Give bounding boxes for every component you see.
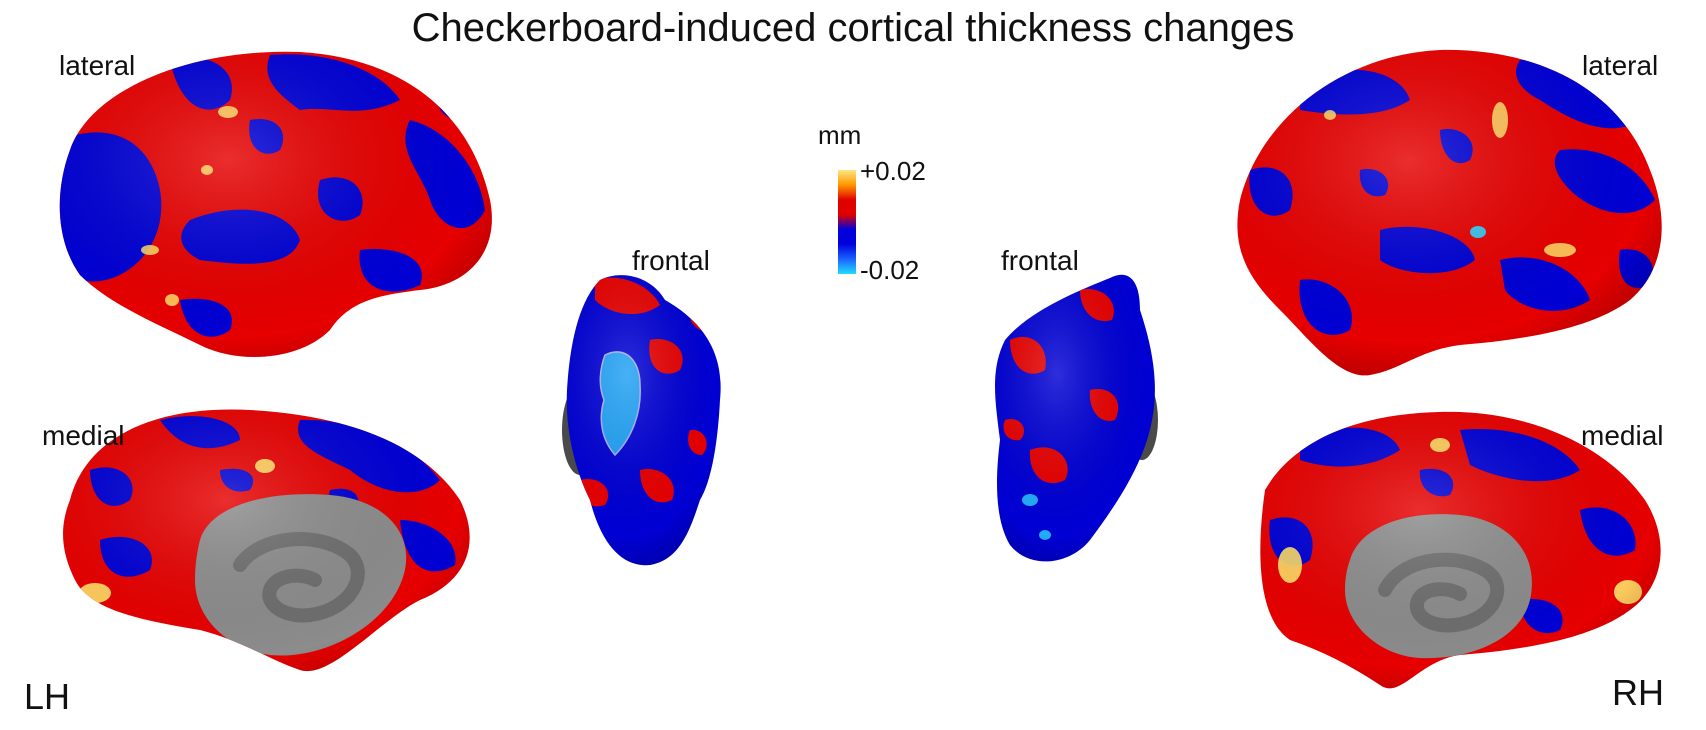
right-frontal-label: frontal <box>1001 245 1079 276</box>
left-frontal-label: frontal <box>632 245 710 276</box>
right-hemisphere-label: RH <box>1612 672 1664 713</box>
left-hemisphere-label: LH <box>24 676 71 717</box>
left-lateral-surface <box>59 51 492 357</box>
right-medial-label: medial <box>1581 420 1664 451</box>
colorbar <box>838 170 856 274</box>
colorbar-max-label: +0.02 <box>860 156 926 186</box>
right-lateral-surface <box>1237 49 1662 376</box>
right-lateral-label: lateral <box>1582 50 1659 81</box>
right-frontal-surface <box>995 274 1158 562</box>
colorbar-unit: mm <box>818 120 862 150</box>
left-medial-label: medial <box>42 420 125 451</box>
colorbar-min-label: -0.02 <box>860 255 920 285</box>
left-frontal-surface <box>562 275 721 566</box>
figure-title: Checkerboard-induced cortical thickness … <box>411 6 1295 50</box>
left-lateral-label: lateral <box>59 50 136 81</box>
